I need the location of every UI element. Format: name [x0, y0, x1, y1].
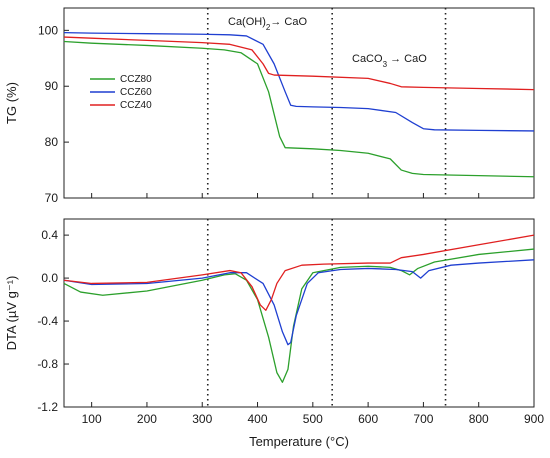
dta-xtick-label: 900	[524, 412, 544, 426]
dta-series-ccz40	[63, 234, 535, 311]
tg-legend: CCZ80 CCZ60 CCZ40	[90, 74, 152, 111]
tg-series-ccz60	[63, 31, 535, 132]
tg-series-group	[63, 31, 535, 178]
dta-ytick-label: -1.2	[37, 400, 58, 414]
legend-label-ccz60: CCZ60	[120, 87, 152, 98]
tg-ytick-label: 70	[45, 191, 59, 205]
tg-vertical-lines	[206, 8, 447, 198]
legend-label-ccz80: CCZ80	[120, 74, 152, 85]
annotation-caoh2-to-cao: Ca(OH)2→ CaO	[228, 16, 307, 32]
dta-vertical-lines	[206, 219, 447, 407]
dta-ytick-label: 0.0	[41, 271, 58, 285]
dta-xtick-label: 100	[82, 412, 102, 426]
dta-y-ticks: -1.2 -0.8 -0.4 0.0 0.4	[37, 228, 69, 414]
tg-series-ccz80	[63, 40, 535, 178]
dta-xtick-label: 200	[137, 412, 157, 426]
dta-x-ticks: 100 200 300 400 500 600 700 800 900	[82, 402, 544, 426]
dta-ytick-label: -0.8	[37, 357, 58, 371]
dta-panel: -1.2 -0.8 -0.4 0.0 0.4 100 200 300 400 500 600 700…	[4, 218, 544, 449]
dta-series-ccz80	[63, 248, 535, 383]
tg-x-ticks	[91, 193, 535, 198]
dta-xtick-label: 600	[358, 412, 378, 426]
tg-y-axis-title: TG (%)	[4, 82, 19, 124]
dta-xtick-label: 500	[303, 412, 323, 426]
dta-y-axis-title: DTA (µV g⁻¹)	[4, 276, 19, 351]
tg-y-ticks: 70 80 90 100	[38, 23, 69, 205]
dta-series-ccz60	[63, 259, 535, 346]
tg-series-ccz40	[63, 36, 535, 91]
tg-ytick-label: 90	[45, 79, 59, 93]
dta-xtick-label: 800	[469, 412, 489, 426]
x-axis-title: Temperature (°C)	[249, 434, 349, 449]
dta-ytick-label: 0.4	[41, 228, 58, 242]
annotation-caco3-to-cao: CaCO3 → CaO	[352, 53, 427, 69]
dta-xtick-label: 400	[248, 412, 268, 426]
dta-series-group	[63, 234, 535, 383]
legend-label-ccz40: CCZ40	[120, 100, 152, 111]
dta-xtick-label: 300	[192, 412, 212, 426]
tg-panel: 70 80 90 100 TG (%) CCZ80 CCZ60 CCZ40 Ca(OH…	[4, 7, 535, 205]
tg-plot-frame	[63, 7, 535, 199]
tg-ytick-label: 100	[38, 23, 58, 37]
tg-ytick-label: 80	[45, 135, 59, 149]
dta-plot-frame	[63, 218, 535, 408]
dta-xtick-label: 700	[413, 412, 433, 426]
dta-ytick-label: -0.4	[37, 314, 58, 328]
